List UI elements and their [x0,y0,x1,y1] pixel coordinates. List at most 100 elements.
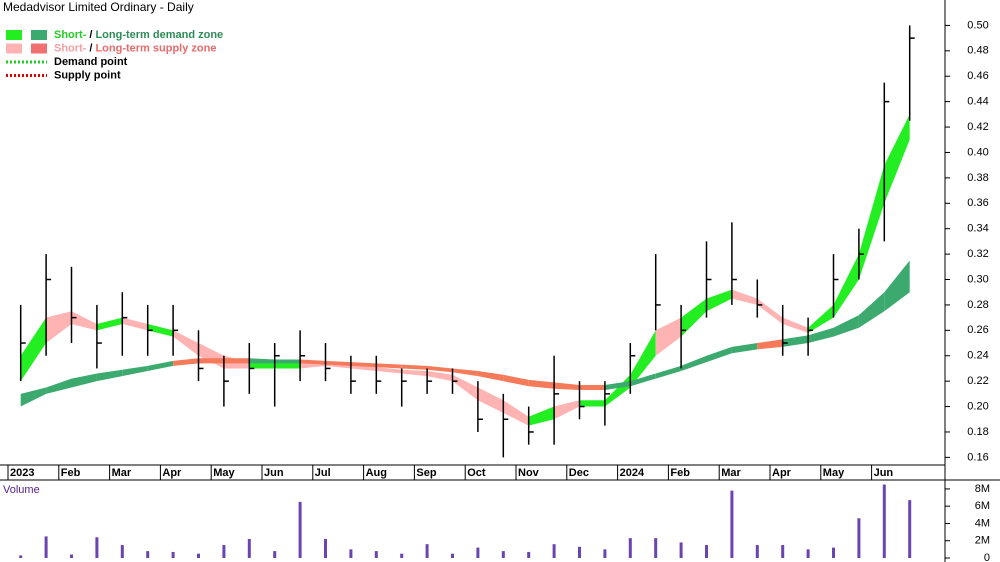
legend-label: / [89,42,92,54]
zone-segment [757,298,783,324]
y-tick-label: 0.44 [967,96,988,108]
legend-label: Long-term supply zone [95,42,216,54]
zone-segment [503,400,529,426]
volume-bar [781,545,785,558]
volume-bar [679,542,683,558]
zone-segment [833,315,859,337]
zone-segment [655,317,682,356]
volume-bar [349,549,353,558]
x-tick-label: Jun [874,467,894,479]
x-tick-label: Apr [162,467,182,479]
zone-segment [655,365,682,379]
volume-bar [857,518,861,558]
zone-segment [350,362,377,368]
volume-bar [19,555,23,558]
zone-segment [706,346,732,363]
zone-segment [249,358,275,364]
x-tick-label: Dec [569,467,589,479]
y-tick-label: 8M [975,483,990,495]
y-tick-label: 0.34 [967,223,988,235]
x-tick-label: Oct [467,467,486,479]
legend-label: Short- [54,29,87,41]
zone-segment [71,311,97,331]
zone-segment [477,370,504,382]
legend-label: Short- [54,42,87,54]
zone-segment [858,292,885,328]
x-tick-label: May [823,467,845,479]
volume-bar [806,549,810,558]
zone-segment [630,330,656,388]
x-tick-label: May [213,467,235,479]
x-tick-label: Feb [61,467,81,479]
legend-swatch [31,30,47,40]
volume-title: Volume [3,484,40,496]
y-tick-label: 0.26 [967,324,988,336]
y-tick-label: 0.50 [967,19,988,31]
zone-segment [20,317,47,382]
zone-segment [681,355,707,371]
zone-segment [884,114,910,204]
zone-segment [858,165,885,280]
zone-segment [604,381,631,391]
zone-segment [325,360,351,366]
zone-segment [731,343,758,354]
y-tick-label: 0.38 [967,172,988,184]
zone-segment [173,358,199,366]
volume-bar [501,551,505,558]
x-tick-label: Feb [670,467,690,479]
x-tick-label: Mar [112,467,132,479]
zone-segment [808,327,834,344]
x-tick-label: Nov [518,467,540,479]
legend-swatch [6,43,22,54]
chart-title: Medadvisor Limited Ordinary - Daily [3,0,194,14]
volume-bar [70,554,73,558]
volume-bar [425,544,429,558]
zone-segment [20,387,47,407]
y-tick-label: 0.28 [967,299,988,311]
zone-segment [503,374,529,387]
zone-segment [401,369,428,377]
zone-segment [198,358,224,364]
volume-bar [578,546,581,558]
volume-bar [400,553,404,558]
volume-bar [247,539,251,558]
zone-segment [376,367,402,374]
zone-segment [147,323,174,337]
volume-bar [476,547,480,558]
zone-segment [706,289,732,312]
zone-segment [528,406,555,426]
x-tick-label: Mar [721,467,741,479]
volume-bar [603,549,607,558]
zone-segment [249,362,275,369]
zone-segment [452,374,478,401]
y-tick-label: 0.16 [967,451,988,463]
zone-segment [681,298,707,337]
x-tick-label: Apr [772,467,792,479]
y-tick-label: 0.36 [967,197,988,209]
zone-segment [46,311,72,344]
legend-label: Demand point [54,56,128,68]
zone-segment [96,317,123,331]
y-tick-label: 4M [975,517,990,529]
zone-segment [833,254,859,318]
x-tick-label: 2023 [10,467,34,479]
y-tick-label: 0.20 [967,400,988,412]
zone-segment [427,370,453,382]
x-tick-label: Sep [416,467,436,479]
y-tick-label: 2M [975,535,990,547]
y-tick-label: 0.32 [967,248,988,260]
volume-bar [730,490,734,558]
volume-bar [374,551,378,558]
zone-segment [71,373,97,388]
zone-segment [122,317,148,331]
y-tick-label: 0.30 [967,273,988,285]
legend-label: / [89,29,92,41]
zone-segment [173,330,199,356]
legend-swatch [31,43,47,54]
zone-segment [579,400,605,407]
zone-segment [782,335,809,347]
volume-bar [324,539,327,558]
volume-bar [908,500,912,558]
volume-bar [298,501,302,558]
